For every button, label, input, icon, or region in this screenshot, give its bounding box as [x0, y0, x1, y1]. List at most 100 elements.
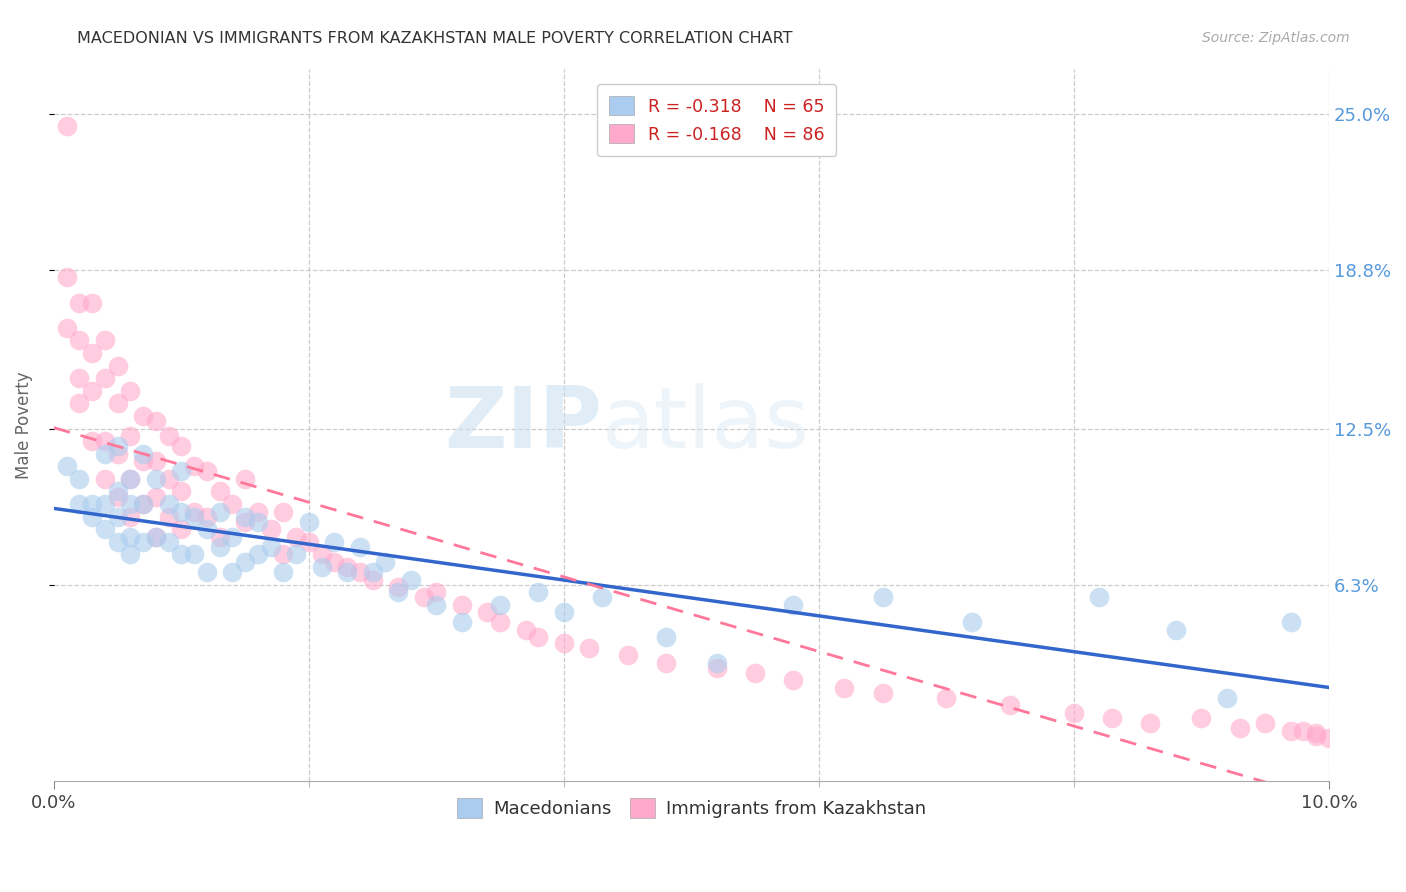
Point: [655, 631, 678, 645]
Point: [259, 540, 281, 554]
Point: [107, 534, 129, 549]
Point: [782, 673, 804, 688]
Point: [425, 585, 447, 599]
Point: [399, 573, 422, 587]
Point: [1305, 729, 1327, 743]
Point: [80, 497, 103, 511]
Point: [208, 530, 231, 544]
Point: [195, 464, 218, 478]
Point: [285, 548, 308, 562]
Point: [1088, 591, 1111, 605]
Point: [246, 548, 269, 562]
Legend: Macedonians, Immigrants from Kazakhstan: Macedonians, Immigrants from Kazakhstan: [450, 791, 934, 825]
Point: [323, 555, 346, 569]
Point: [120, 472, 142, 486]
Point: [145, 530, 167, 544]
Point: [94, 497, 117, 511]
Point: [233, 515, 256, 529]
Point: [94, 447, 117, 461]
Point: [450, 598, 472, 612]
Point: [132, 497, 155, 511]
Point: [553, 635, 575, 649]
Point: [298, 534, 321, 549]
Point: [221, 565, 243, 579]
Point: [107, 439, 129, 453]
Point: [94, 371, 117, 385]
Point: [1279, 723, 1302, 738]
Point: [1063, 706, 1085, 720]
Point: [80, 434, 103, 449]
Point: [259, 522, 281, 536]
Point: [120, 429, 142, 443]
Point: [208, 540, 231, 554]
Point: [80, 346, 103, 360]
Point: [273, 565, 295, 579]
Text: MACEDONIAN VS IMMIGRANTS FROM KAZAKHSTAN MALE POVERTY CORRELATION CHART: MACEDONIAN VS IMMIGRANTS FROM KAZAKHSTAN…: [77, 31, 793, 46]
Point: [132, 447, 155, 461]
Point: [80, 384, 103, 398]
Point: [221, 530, 243, 544]
Point: [489, 615, 512, 630]
Point: [655, 656, 678, 670]
Point: [94, 522, 117, 536]
Point: [120, 497, 142, 511]
Point: [1292, 723, 1315, 738]
Point: [527, 631, 550, 645]
Point: [706, 661, 728, 675]
Point: [145, 414, 167, 428]
Point: [170, 439, 193, 453]
Point: [107, 447, 129, 461]
Point: [195, 565, 218, 579]
Point: [1279, 615, 1302, 630]
Point: [80, 295, 103, 310]
Point: [107, 359, 129, 373]
Point: [80, 509, 103, 524]
Point: [55, 459, 77, 474]
Point: [221, 497, 243, 511]
Point: [1317, 731, 1340, 746]
Point: [935, 690, 957, 705]
Point: [1254, 716, 1277, 731]
Point: [527, 585, 550, 599]
Point: [208, 484, 231, 499]
Point: [349, 540, 371, 554]
Point: [1139, 716, 1161, 731]
Point: [67, 396, 90, 410]
Text: ZIP: ZIP: [444, 384, 602, 467]
Point: [67, 371, 90, 385]
Point: [132, 454, 155, 468]
Point: [323, 534, 346, 549]
Point: [1305, 726, 1327, 740]
Point: [336, 560, 359, 574]
Point: [387, 585, 409, 599]
Point: [1216, 690, 1239, 705]
Point: [183, 509, 205, 524]
Point: [477, 605, 499, 619]
Point: [591, 591, 613, 605]
Point: [706, 656, 728, 670]
Point: [387, 580, 409, 594]
Point: [311, 548, 333, 562]
Point: [120, 530, 142, 544]
Point: [132, 497, 155, 511]
Point: [872, 591, 894, 605]
Point: [361, 565, 384, 579]
Point: [120, 548, 142, 562]
Point: [195, 509, 218, 524]
Point: [1189, 711, 1212, 725]
Point: [120, 509, 142, 524]
Y-axis label: Male Poverty: Male Poverty: [15, 371, 32, 479]
Point: [145, 454, 167, 468]
Text: atlas: atlas: [602, 384, 810, 467]
Point: [132, 409, 155, 423]
Point: [553, 605, 575, 619]
Point: [285, 530, 308, 544]
Point: [170, 464, 193, 478]
Point: [298, 515, 321, 529]
Point: [132, 534, 155, 549]
Point: [120, 472, 142, 486]
Point: [94, 334, 117, 348]
Point: [233, 555, 256, 569]
Point: [450, 615, 472, 630]
Point: [157, 509, 180, 524]
